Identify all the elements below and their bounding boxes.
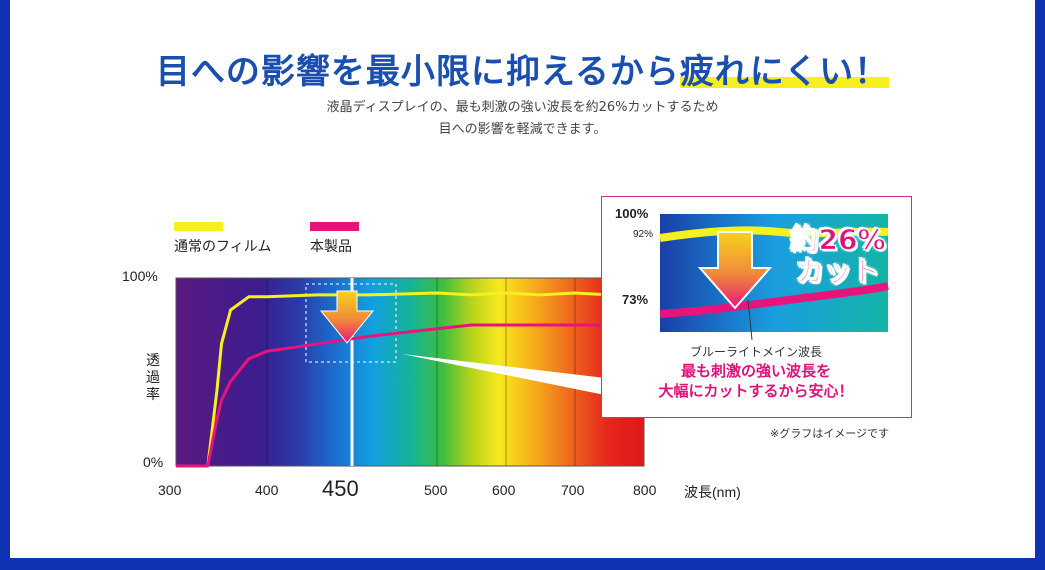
x-axis-unit-label: 波長(nm): [684, 484, 741, 500]
zoom-region-box: [305, 283, 397, 363]
legend-swatch-product: [310, 222, 359, 231]
legend-label-product: 本製品: [310, 239, 352, 255]
cut-line-2: カット: [795, 255, 880, 288]
inset-message: 最も刺激の強い波長を大幅にカットするから安心！: [601, 361, 911, 401]
x-tick-label: 800: [633, 482, 657, 498]
x-tick-label-highlight: 450: [322, 476, 359, 501]
subtitle-line-2: 目への影響を軽減できます。: [438, 122, 607, 137]
message-line-2: 大幅にカットするから安心！: [658, 382, 854, 400]
subtitle-line-1: 液晶ディスプレイの、最も刺激の強い波長を約26%カットするため: [326, 100, 719, 115]
legend-swatch-normal: [174, 222, 223, 231]
page-title: 目への影響を最小限に抑えるから疲れにくい！: [0, 44, 1045, 93]
plot-area: [175, 277, 645, 468]
blue-light-wavelength-label: ブルーライトメイン波長: [689, 345, 822, 359]
y-axis-top-label: 100%: [122, 268, 158, 284]
x-tick-label: 300: [158, 482, 182, 498]
image-note: ※グラフはイメージです: [770, 427, 889, 440]
message-line-1: 最も刺激の強い波長を: [680, 362, 831, 380]
x-tick-label: 600: [492, 482, 516, 498]
title-highlight: 疲れにくい！: [679, 52, 890, 92]
spectrum-background: [176, 278, 644, 466]
legend-label-normal: 通常のフィルム: [174, 239, 272, 255]
inset-label-92: 92%: [633, 229, 654, 240]
x-tick-label: 400: [255, 482, 279, 498]
cut-line-1: 約26%: [790, 223, 886, 256]
inset-label-100: 100%: [615, 206, 649, 221]
y-axis-title: 透過率: [146, 353, 160, 403]
cut-percentage-badge: 約26% カット: [783, 223, 893, 288]
x-tick-label: 700: [561, 482, 585, 498]
inset-label-73: 73%: [622, 292, 649, 307]
y-axis-bottom-label: 0%: [143, 454, 164, 470]
reduction-arrow: [319, 290, 375, 344]
x-tick-label: 500: [424, 482, 448, 498]
inset-pointer: [402, 354, 605, 395]
title-main: 目への影響を最小限に抑えるから: [155, 52, 680, 92]
